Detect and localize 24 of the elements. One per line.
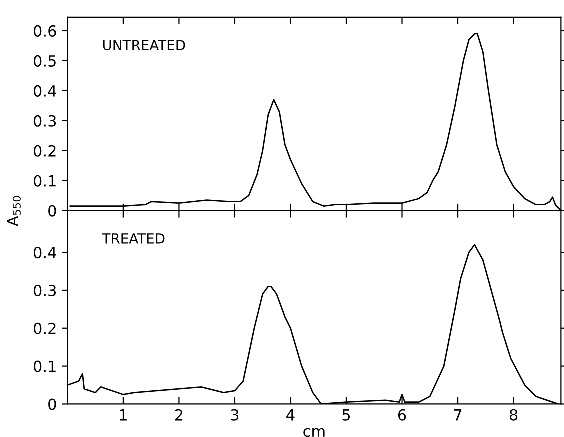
x-tick-label: 1 <box>120 410 127 421</box>
x-tick-label: 3 <box>231 409 239 421</box>
y-tick-label: 0 <box>48 398 56 410</box>
y-tick-label: 0.4 <box>34 85 56 97</box>
annotation: UNTREATED <box>103 40 186 51</box>
y-tick-label: 0.3 <box>34 115 56 127</box>
y-tick-label: 0 <box>48 205 56 217</box>
x-tick-label: 8 <box>510 409 518 421</box>
y-tick-label: 0.4 <box>34 247 56 259</box>
y-tick-label: 0.2 <box>34 145 56 157</box>
y-tick-label: 0.1 <box>34 175 56 187</box>
y-tick-label: 0.2 <box>34 322 56 334</box>
x-tick-label: 2 <box>175 409 183 421</box>
y-axis-title: A$_{550}$ <box>7 196 21 226</box>
y-tick-label: 0.6 <box>34 25 56 37</box>
x-tick-label: 6 <box>398 409 406 421</box>
annotation: TREATED <box>102 234 165 244</box>
y-tick-label: 0.5 <box>34 55 56 67</box>
y-tick-label: 0.3 <box>34 284 56 296</box>
x-tick-label: 7 <box>454 410 462 421</box>
x-tick-label: 4 <box>286 410 295 421</box>
x-axis-title: cm <box>304 428 325 437</box>
y-tick-label: 0.1 <box>34 360 56 372</box>
x-tick-label: 5 <box>342 410 350 421</box>
